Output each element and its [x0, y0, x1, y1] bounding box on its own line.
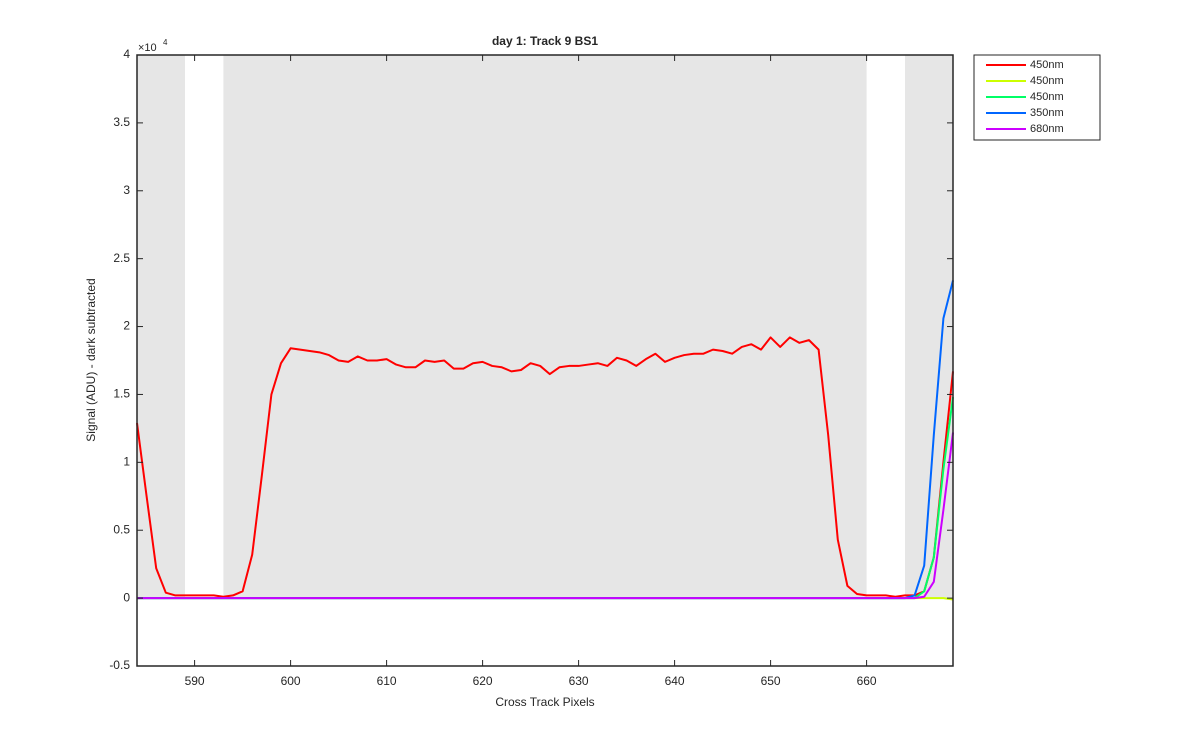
series-line: [137, 432, 954, 600]
x-tick-label: 600: [281, 674, 301, 688]
y-tick-label: 3.5: [113, 115, 130, 129]
legend-label: 450nm: [1030, 75, 1064, 87]
legend-label: 450nm: [1030, 59, 1064, 71]
x-tick-label: 630: [569, 674, 589, 688]
y-tick-label: 0: [123, 590, 130, 604]
shaded-region: [137, 55, 185, 599]
series-line: [136, 336, 954, 598]
y-tick-label: 3: [123, 183, 130, 197]
axes-box: [136, 54, 954, 667]
y-tick-label: 1.5: [113, 387, 130, 401]
x-tick-label: 640: [665, 674, 685, 688]
y-tick-label: 2.5: [113, 251, 130, 265]
x-tick-label: 590: [185, 674, 205, 688]
legend-label: 350nm: [1030, 107, 1064, 119]
x-tick-label: 610: [377, 674, 397, 688]
y-axis-label: Signal (ADU) - dark subtracted: [84, 278, 98, 441]
y-tick-label: 0.5: [113, 522, 130, 536]
y-tick-label: 4: [123, 47, 130, 61]
x-axis-label: Cross Track Pixels: [495, 695, 594, 709]
chart-title: day 1: Track 9 BS1: [492, 34, 598, 48]
x-tick-label: 660: [857, 674, 877, 688]
legend-label: 680nm: [1030, 123, 1064, 135]
y-multiplier: ×10: [138, 42, 157, 54]
shaded-region: [223, 55, 867, 599]
y-tick-label: 1: [123, 455, 130, 469]
y-tick-label: -0.5: [109, 658, 130, 672]
x-tick-label: 650: [761, 674, 781, 688]
shaded-region: [905, 55, 953, 599]
legend-label: 450nm: [1030, 91, 1064, 103]
x-tick-label: 620: [473, 674, 493, 688]
y-multiplier-exponent: 4: [163, 38, 168, 47]
y-tick-label: 2: [123, 319, 130, 333]
